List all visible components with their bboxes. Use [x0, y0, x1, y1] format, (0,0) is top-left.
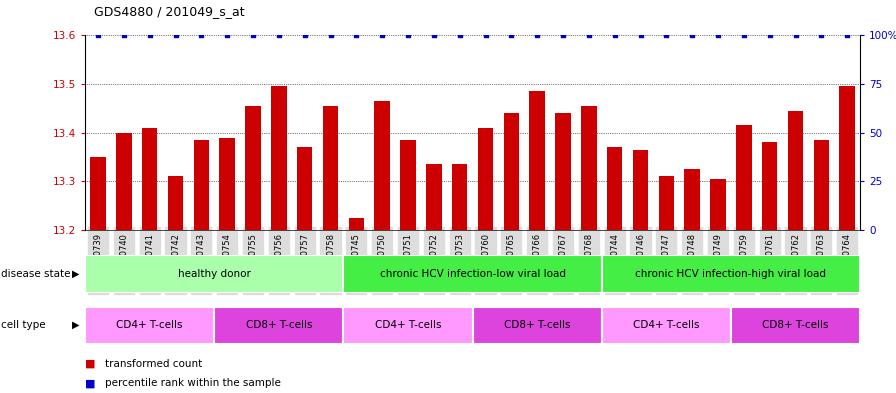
Bar	[737, 125, 752, 230]
Bar	[452, 164, 468, 230]
Point	[323, 32, 338, 39]
Bar	[530, 91, 545, 230]
Point	[840, 32, 855, 39]
Bar	[814, 140, 829, 230]
Bar	[762, 142, 778, 230]
Text: percentile rank within the sample: percentile rank within the sample	[105, 378, 280, 388]
Point	[142, 32, 157, 39]
Point	[814, 32, 829, 39]
Bar	[220, 138, 235, 230]
Text: ■: ■	[85, 378, 96, 388]
Point	[685, 32, 700, 39]
Point	[452, 32, 467, 39]
Bar	[375, 101, 390, 230]
Point	[504, 32, 519, 39]
Point	[711, 32, 725, 39]
Bar	[602, 307, 731, 344]
Bar	[504, 113, 519, 230]
Text: chronic HCV infection-high viral load: chronic HCV infection-high viral load	[635, 269, 826, 279]
Text: ▶: ▶	[72, 269, 79, 279]
Bar	[607, 147, 623, 230]
Point	[246, 32, 260, 39]
Point	[401, 32, 415, 39]
Point	[762, 32, 777, 39]
Bar	[85, 307, 214, 344]
Point	[582, 32, 596, 39]
Text: CD8+ T-cells: CD8+ T-cells	[504, 320, 571, 330]
Bar	[478, 128, 494, 230]
Point	[271, 32, 286, 39]
Point	[90, 32, 105, 39]
Bar	[556, 113, 571, 230]
Text: cell type: cell type	[1, 320, 46, 330]
Bar	[788, 111, 804, 230]
Point	[194, 32, 209, 39]
Bar	[323, 106, 339, 230]
Bar	[85, 255, 343, 293]
Point	[788, 32, 803, 39]
Text: CD4+ T-cells: CD4+ T-cells	[116, 320, 183, 330]
Text: disease state: disease state	[1, 269, 71, 279]
Bar	[633, 150, 649, 230]
Bar	[116, 132, 132, 230]
Bar	[271, 86, 287, 230]
Point	[556, 32, 570, 39]
Bar	[473, 307, 602, 344]
Point	[297, 32, 312, 39]
Point	[349, 32, 364, 39]
Bar	[246, 106, 261, 230]
Text: healthy donor: healthy donor	[177, 269, 251, 279]
Bar	[731, 307, 860, 344]
Point	[478, 32, 493, 39]
Text: CD8+ T-cells: CD8+ T-cells	[762, 320, 829, 330]
Bar	[711, 179, 726, 230]
Point	[530, 32, 545, 39]
Bar	[90, 157, 106, 230]
Bar	[142, 128, 158, 230]
Point	[607, 32, 622, 39]
Bar	[349, 218, 364, 230]
Point	[375, 32, 390, 39]
Text: CD4+ T-cells: CD4+ T-cells	[633, 320, 700, 330]
Text: chronic HCV infection-low viral load: chronic HCV infection-low viral load	[380, 269, 565, 279]
Bar	[194, 140, 209, 230]
Bar	[401, 140, 416, 230]
Bar	[602, 255, 860, 293]
Point	[659, 32, 674, 39]
Point	[737, 32, 751, 39]
Bar	[343, 255, 602, 293]
Bar	[214, 307, 343, 344]
Bar	[659, 176, 674, 230]
Bar	[168, 176, 184, 230]
Bar	[685, 169, 700, 230]
Point	[426, 32, 441, 39]
Point	[168, 32, 183, 39]
Point	[116, 32, 131, 39]
Text: GDS4880 / 201049_s_at: GDS4880 / 201049_s_at	[94, 5, 245, 18]
Point	[220, 32, 235, 39]
Bar	[840, 86, 855, 230]
Text: CD4+ T-cells: CD4+ T-cells	[375, 320, 442, 330]
Bar	[426, 164, 442, 230]
Bar	[297, 147, 313, 230]
Text: ▶: ▶	[72, 320, 79, 330]
Text: CD8+ T-cells: CD8+ T-cells	[246, 320, 312, 330]
Text: ■: ■	[85, 358, 96, 369]
Bar	[582, 106, 597, 230]
Point	[633, 32, 648, 39]
Bar	[343, 307, 473, 344]
Text: transformed count: transformed count	[105, 358, 202, 369]
